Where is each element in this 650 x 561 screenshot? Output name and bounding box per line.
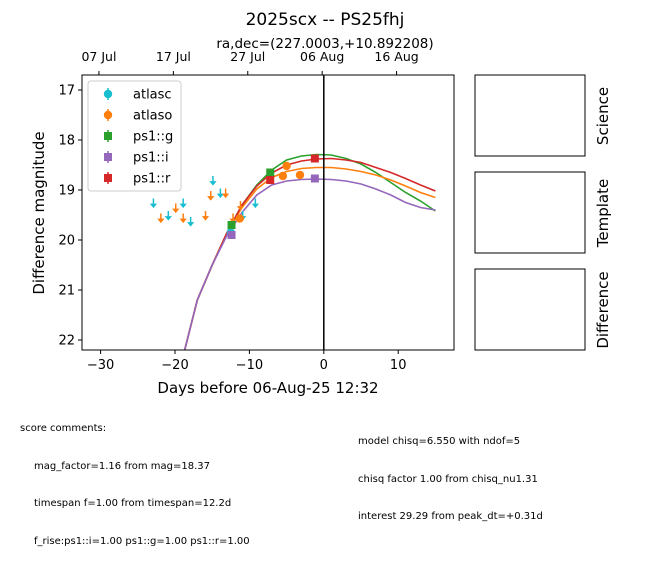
y-tick-label: 21: [58, 284, 75, 299]
data-point: [310, 154, 319, 163]
model-comment-line: interest 29.29 from peak_dt=+0.31d: [358, 511, 543, 522]
upper-limit-arrow: [179, 203, 187, 209]
model-comment-line: model chisq=6.550 with ndof=5: [358, 436, 521, 447]
legend-frame: [87, 80, 182, 192]
model-curve: [183, 153, 436, 350]
legend-marker: [104, 153, 112, 161]
data-point: [282, 161, 291, 171]
x-axis-label: Days before 06-Aug-25 12:32: [157, 379, 378, 397]
score-comments-header: score comments:: [20, 423, 107, 434]
x-tick-label: −30: [87, 358, 114, 373]
plot-frame: [81, 74, 455, 351]
data-point: [235, 214, 244, 223]
y-tick-label: 17: [58, 84, 75, 99]
top-tick-label: 06 Aug: [300, 49, 344, 64]
top-tick-label: 16 Aug: [374, 49, 418, 64]
data-point: [266, 176, 275, 184]
model-comment-line: chisq factor 1.00 from chisq_nu1.31: [358, 473, 538, 485]
template-label: Template: [594, 179, 612, 248]
legend-label: atlaso: [133, 109, 172, 124]
x-tick-label: 10: [390, 358, 407, 373]
y-tick-label: 22: [58, 334, 75, 349]
science-label: Science: [594, 87, 612, 145]
upper-limit-arrow: [209, 181, 217, 186]
data-point: [266, 168, 275, 177]
upper-limit-arrow: [157, 218, 165, 224]
upper-limit-arrow: [251, 203, 259, 209]
model-comments: model chisq=6.550 with ndof=5 chisq fact…: [358, 411, 543, 536]
legend-label: atlasc: [133, 88, 172, 103]
data-point: [227, 231, 236, 239]
lightcurve-figure: 2025scx -- PS25fhj ra,dec=(227.0003,+10.…: [30, 10, 612, 397]
data-point: [278, 171, 288, 181]
legend-marker: [104, 132, 112, 140]
upper-limit-arrow: [236, 206, 245, 211]
upper-limit-arrow: [229, 218, 237, 224]
difference-label: Difference: [594, 271, 612, 348]
template-panel: [474, 171, 586, 254]
plot-area: −30 −20 −10 0 10 07 Jul 17 Jul 27 Jul 06 Aug 16 …: [58, 49, 455, 373]
score-comment-line: f_rise:ps1::i=1.00 ps1::g=1.00 ps1::r=1.…: [34, 535, 250, 547]
legend-marker: [104, 174, 112, 182]
upper-limit-arrow: [172, 208, 180, 214]
upper-limit-arrow: [221, 193, 230, 199]
y-tick-label: 18: [58, 134, 75, 149]
top-tick-label: 07 Jul: [81, 49, 116, 64]
model-curve: [183, 157, 436, 350]
legend-label: ps1::r: [133, 172, 171, 187]
y-tick-label: 19: [58, 184, 75, 199]
legend-label: ps1::i: [133, 151, 169, 166]
upper-limit-arrow: [149, 203, 158, 209]
y-tick-label: 20: [58, 234, 75, 249]
legend-marker: [103, 89, 113, 99]
upper-limit-arrow: [179, 218, 187, 224]
chart-subtitle: ra,dec=(227.0003,+10.892208): [216, 36, 433, 52]
legend-label: ps1::g: [133, 130, 173, 145]
data-point: [295, 170, 305, 180]
chart-title: 2025scx -- PS25fhj: [246, 10, 405, 30]
x-tick-label: −10: [236, 358, 263, 373]
upper-limit-arrow: [201, 216, 210, 221]
legend-marker: [103, 110, 113, 120]
x-tick-label: −20: [161, 358, 188, 373]
score-comment-line: mag_factor=1.16 from mag=18.37: [34, 460, 211, 472]
upper-limit-arrow: [186, 222, 195, 227]
score-comments: score comments: mag_factor=1.16 from mag…: [20, 398, 250, 561]
science-panel: [474, 74, 586, 157]
model-curve: [183, 178, 436, 350]
top-tick-label: 17 Jul: [156, 49, 191, 64]
data-point: [227, 221, 236, 229]
x-tick-label: 0: [320, 358, 328, 373]
top-tick-label: 27 Jul: [230, 49, 265, 64]
difference-panel: [474, 268, 586, 351]
upper-limit-arrow: [164, 216, 172, 221]
y-axis-label: Difference magnitude: [30, 131, 48, 294]
upper-limit-arrow: [216, 193, 225, 199]
data-point: [310, 174, 319, 183]
upper-limit-arrow: [207, 196, 215, 201]
